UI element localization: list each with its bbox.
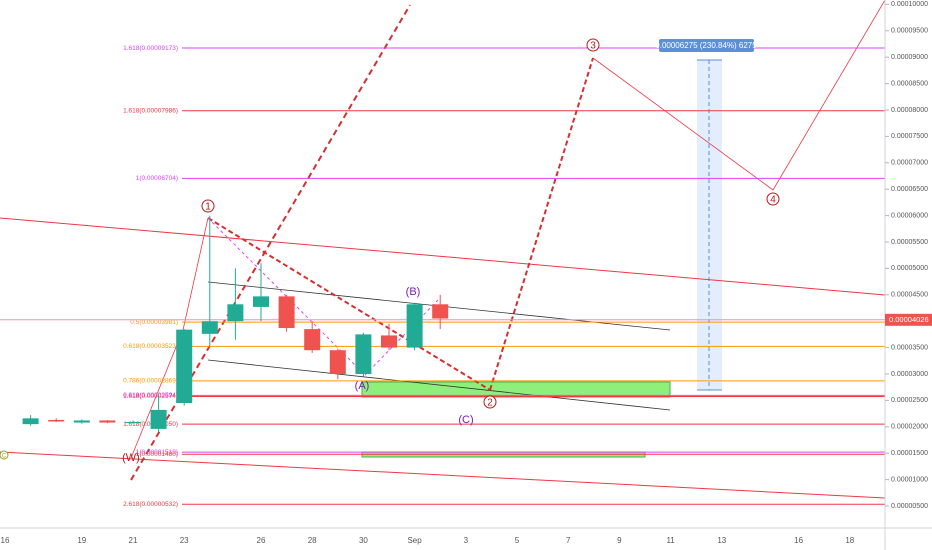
- level-label: 1.618(0.00007986): [123, 107, 178, 114]
- wave-circle: [0, 450, 9, 460]
- y-tick-label: 0.00002500: [891, 397, 928, 404]
- candle-body: [201, 321, 218, 334]
- x-tick-label: 3: [464, 536, 469, 545]
- level-label: 1.618(0.00002050): [123, 421, 178, 428]
- wave-label: C: [2, 454, 7, 460]
- channel-line: [0, 217, 886, 296]
- candle-body: [329, 350, 346, 374]
- candle-body: [381, 335, 397, 348]
- level-label: 1(0.00001480): [136, 451, 178, 458]
- level-label: 0.5(0.00003981): [130, 319, 178, 326]
- channel-line: [0, 451, 886, 499]
- y-tick-label: 0.00001000: [891, 476, 928, 483]
- y-tick-label: 0.00008000: [891, 107, 928, 114]
- x-tick-label: 11: [666, 536, 675, 545]
- wave-circle: [586, 38, 600, 52]
- candle-body: [48, 419, 65, 422]
- level-label: 1(0.00006704): [136, 175, 178, 182]
- y-tick-label: 0.00001500: [891, 450, 928, 457]
- candle-body: [176, 329, 193, 404]
- measure-label: 0.00006275 (230.84%) 6275: [655, 41, 757, 50]
- wave-label: (C): [458, 414, 473, 426]
- candle-body: [227, 304, 244, 322]
- x-tick-label: 28: [308, 536, 317, 545]
- measure-box: [659, 39, 754, 52]
- trend-line: [207, 359, 671, 411]
- x-tick-label: 16: [794, 536, 803, 545]
- wave-path: [592, 0, 886, 191]
- candle-body: [432, 304, 449, 319]
- y-tick-label: 0.00003000: [891, 371, 928, 378]
- y-tick-label: 0.00002000: [891, 424, 928, 431]
- dashed-line: [489, 57, 594, 391]
- x-tick-label: 7: [566, 536, 571, 545]
- candle-body: [22, 418, 39, 425]
- x-tick-label: 13: [717, 536, 726, 545]
- wave-label: (A): [355, 380, 370, 392]
- y-tick-label: 0.00005500: [891, 239, 928, 246]
- level-label: 1.618(0.00009173): [123, 45, 178, 52]
- wave-label: 4: [770, 195, 776, 206]
- wave-label: (W): [122, 452, 140, 464]
- wave-circle: [201, 199, 215, 213]
- last-price-box: [885, 313, 932, 326]
- y-tick-label: 0.00006500: [891, 186, 928, 193]
- zone: [361, 381, 671, 398]
- y-tick-label: 0.00007500: [891, 133, 928, 140]
- wave-circle: [766, 192, 780, 206]
- level-label: 0.618(0.00003523): [123, 343, 178, 350]
- wave-label: 3: [590, 41, 596, 52]
- x-tick-label: 18: [845, 536, 854, 545]
- candle-body: [355, 334, 372, 374]
- candle-body: [278, 296, 295, 329]
- candle-body: [125, 422, 141, 424]
- y-tick-label: 0.00009500: [891, 28, 928, 35]
- wave-circle: [483, 395, 497, 409]
- wave-path: [207, 217, 439, 376]
- x-tick-label: 23: [180, 536, 189, 545]
- x-tick-label: 30: [359, 536, 368, 545]
- y-tick-label: 0.00000500: [891, 503, 928, 510]
- dashed-line: [207, 217, 491, 391]
- x-tick-label: 19: [77, 536, 86, 545]
- level-label: 0.786(0.00002869): [123, 378, 178, 385]
- x-tick-label: 16: [1, 536, 10, 545]
- x-tick-label: 21: [129, 536, 138, 545]
- y-tick-label: 0.00003500: [891, 344, 928, 351]
- candle-body: [99, 420, 116, 423]
- level-label: 0.618(0.00002594): [123, 392, 178, 399]
- level-label: 2.618(0.00000532): [123, 501, 178, 508]
- x-tick-label: 26: [257, 536, 266, 545]
- y-tick-label: 0.00004500: [891, 292, 928, 299]
- y-tick-label: 0.00008500: [891, 80, 928, 87]
- level-label: 1.618(0.00002574): [123, 393, 178, 400]
- y-tick-label: 0.00007000: [891, 160, 928, 167]
- candle-body: [150, 409, 167, 429]
- y-tick-label: 0.00005000: [891, 265, 928, 272]
- y-tick-label: 0.00009000: [891, 54, 928, 61]
- last-price-label: 0.00004026: [889, 315, 929, 324]
- candle-body: [304, 329, 321, 351]
- wave-label: 1: [205, 202, 211, 213]
- candle-body: [406, 304, 423, 348]
- wave-label: (B): [406, 286, 421, 298]
- level-label: 1(0.00001519): [136, 449, 178, 456]
- candle-body: [73, 420, 90, 423]
- x-tick-label: 9: [617, 536, 622, 545]
- candle-body: [253, 296, 269, 307]
- x-tick-label: 5: [515, 536, 520, 545]
- wave-label: 2: [487, 398, 493, 409]
- y-tick-label: 0.00006000: [891, 212, 928, 219]
- y-tick-label: 0.00010000: [891, 1, 928, 8]
- x-tick-label: Sep: [407, 536, 422, 545]
